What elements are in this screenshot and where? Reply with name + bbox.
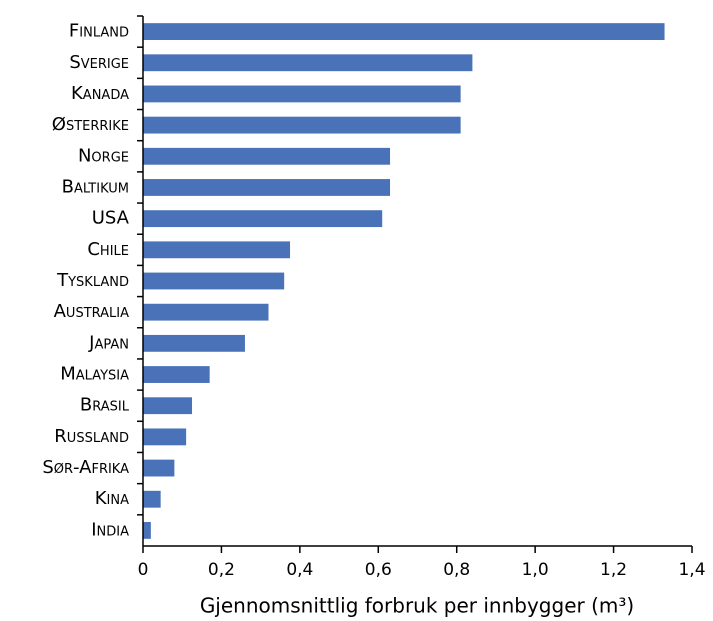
bar <box>143 428 187 446</box>
x-tick-label: 1,2 <box>600 560 627 580</box>
bar <box>143 116 461 134</box>
bar <box>143 241 291 259</box>
y-tick-label: Finland <box>69 21 129 42</box>
y-tick-label: Australia <box>54 301 129 322</box>
y-tick-label: Russland <box>54 426 129 447</box>
bar <box>143 521 151 539</box>
x-tick-label: 0,8 <box>443 560 470 580</box>
y-tick-label: Japan <box>88 332 129 353</box>
y-tick-label: Norge <box>78 145 129 166</box>
bar <box>143 397 193 415</box>
bar <box>143 85 461 103</box>
bar <box>143 459 175 477</box>
bar <box>143 490 161 508</box>
x-axis-title: Gjennomsnittlig forbruk per innbygger (m… <box>200 594 634 618</box>
y-tick-label: Sverige <box>69 52 129 73</box>
y-tick-label: USA <box>92 208 130 229</box>
bar <box>143 303 269 321</box>
y-tick-label: Malaysia <box>60 364 129 385</box>
x-tick-label: 1,4 <box>678 560 705 580</box>
bar <box>143 179 391 196</box>
bar <box>143 23 665 41</box>
bar <box>143 366 210 383</box>
y-tick-label: Kina <box>95 488 129 509</box>
bar <box>143 147 391 165</box>
x-tick-label: 0 <box>138 560 149 580</box>
bar <box>143 334 245 352</box>
x-tick-label: 0,6 <box>365 560 392 580</box>
bar <box>143 54 473 72</box>
y-tick-label: Baltikum <box>62 176 129 197</box>
y-tick-label: Chile <box>87 239 129 260</box>
y-tick-label: Brasil <box>80 395 130 416</box>
x-tick-label: 0,4 <box>286 560 313 580</box>
y-tick-label: Tyskland <box>56 270 129 291</box>
bar <box>143 210 383 228</box>
x-tick-label: 1,0 <box>522 560 549 580</box>
y-tick-label: India <box>91 519 129 540</box>
x-tick-label: 0,2 <box>208 560 235 580</box>
y-tick-label: Kanada <box>71 83 129 104</box>
y-tick-label: Sør-Afrika <box>42 457 129 478</box>
y-tick-label: Østerrike <box>52 114 129 135</box>
bar <box>143 272 285 290</box>
